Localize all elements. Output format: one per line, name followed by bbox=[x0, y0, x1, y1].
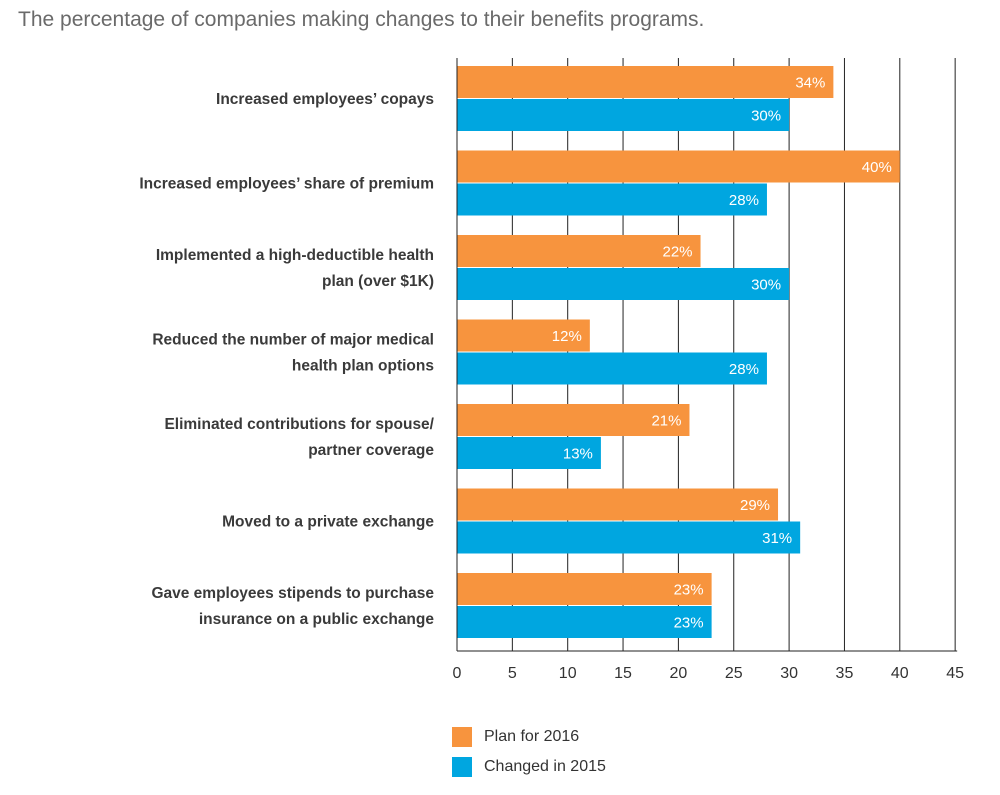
category-label: Moved to a private exchange bbox=[222, 514, 434, 531]
bar-value-label: 40% bbox=[862, 159, 892, 176]
bar-value-label: 30% bbox=[751, 108, 781, 125]
bar-value-label: 29% bbox=[740, 497, 770, 514]
bar-value-label: 34% bbox=[795, 75, 825, 92]
bar bbox=[457, 319, 590, 352]
legend-item-plan-2016: Plan for 2016 bbox=[452, 722, 606, 752]
legend: Plan for 2016 Changed in 2015 bbox=[452, 722, 606, 782]
x-tick-label: 40 bbox=[891, 665, 909, 682]
bar-value-label: 13% bbox=[563, 446, 593, 463]
category-label: Gave employees stipends to purchase bbox=[151, 585, 434, 602]
legend-swatch-plan-2016 bbox=[452, 727, 472, 747]
axes: 0 5 10 15 20 25 30 35 40 45 bbox=[453, 58, 964, 682]
bar bbox=[457, 150, 900, 183]
category-label: Increased employees’ copays bbox=[216, 91, 434, 108]
bar-value-label: 31% bbox=[762, 530, 792, 547]
category-label: plan (over $1K) bbox=[322, 273, 434, 290]
chart-title: The percentage of companies making chang… bbox=[18, 8, 705, 31]
bar bbox=[457, 573, 712, 605]
bars: 34% 30% 40% 28% 22% 30% 12% 28% 21% 13% 29% 31% 23% 2… bbox=[457, 66, 900, 638]
x-tick-label: 0 bbox=[453, 665, 462, 682]
x-tick-label: 25 bbox=[725, 665, 743, 682]
legend-label-plan-2016: Plan for 2016 bbox=[484, 728, 580, 745]
category-label: Implemented a high-deductible health bbox=[156, 247, 434, 264]
category-labels: Increased employees’ copays Increased emp… bbox=[139, 91, 434, 628]
x-tick-label: 35 bbox=[836, 665, 854, 682]
bar-value-label: 23% bbox=[674, 615, 704, 632]
bar bbox=[457, 183, 767, 216]
bar-value-label: 28% bbox=[729, 361, 759, 378]
category-label: Increased employees’ share of premium bbox=[139, 176, 434, 193]
bar-value-label: 22% bbox=[663, 244, 693, 261]
bar-value-label: 28% bbox=[729, 192, 759, 209]
bar-value-label: 21% bbox=[651, 413, 681, 430]
bar bbox=[457, 521, 801, 554]
bar bbox=[457, 606, 712, 638]
bar bbox=[457, 437, 601, 469]
x-tick-label: 15 bbox=[614, 665, 632, 682]
category-label: insurance on a public exchange bbox=[199, 611, 435, 628]
bar bbox=[457, 352, 767, 385]
bar bbox=[457, 404, 690, 436]
bar bbox=[457, 268, 790, 300]
legend-swatch-changed-2015 bbox=[452, 757, 472, 777]
x-tick-label: 30 bbox=[780, 665, 798, 682]
bar-value-label: 30% bbox=[751, 277, 781, 294]
bar bbox=[457, 66, 834, 98]
category-label: Reduced the number of major medical bbox=[152, 332, 434, 349]
category-label: Eliminated contributions for spouse/ bbox=[164, 416, 434, 433]
x-tick-label: 10 bbox=[559, 665, 577, 682]
legend-item-changed-2015: Changed in 2015 bbox=[452, 752, 606, 782]
bar bbox=[457, 488, 779, 521]
legend-label-changed-2015: Changed in 2015 bbox=[484, 758, 606, 775]
bar-value-label: 23% bbox=[674, 582, 704, 599]
bar bbox=[457, 99, 790, 131]
bar bbox=[457, 235, 701, 267]
x-tick-label: 45 bbox=[946, 665, 964, 682]
category-label: health plan options bbox=[292, 358, 434, 375]
bar-value-label: 12% bbox=[552, 328, 582, 345]
category-label: partner coverage bbox=[308, 442, 434, 459]
x-tick-label: 20 bbox=[670, 665, 688, 682]
x-tick-label: 5 bbox=[508, 665, 517, 682]
